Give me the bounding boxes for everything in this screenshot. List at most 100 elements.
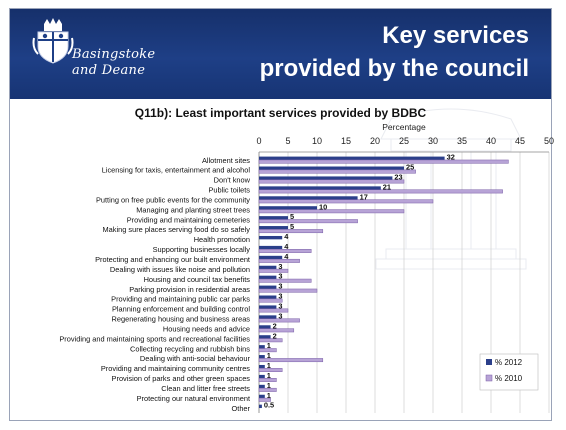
bar-2010 [258, 387, 277, 392]
chart-title: Q11b): Least important services provided… [134, 106, 427, 120]
bar-2012 [259, 265, 277, 270]
category-label: Supporting businesses locally [153, 245, 251, 254]
data-label: 1 [267, 381, 271, 390]
x-tick-label: 35 [457, 136, 467, 146]
bar-2010 [258, 258, 300, 263]
category-label: Parking provision in residential areas [129, 285, 250, 294]
legend-swatch-2012 [486, 359, 492, 365]
bar-2010 [258, 368, 283, 372]
data-label: 4 [284, 252, 289, 261]
background-watermark [375, 108, 527, 270]
x-tick-label: 25 [399, 136, 409, 146]
legend-label-2010: % 2010 [495, 374, 523, 383]
org-name-line2: and Deane [72, 63, 146, 78]
bar-2012 [259, 275, 277, 280]
category-label: Planning enforcement and building contro… [112, 305, 250, 314]
slide-title-line2: provided by the council [259, 55, 529, 82]
bar-2010 [258, 378, 277, 382]
bar-2012 [259, 206, 317, 210]
bar-2012 [259, 355, 265, 359]
data-label: 5 [290, 212, 294, 221]
data-label: 3 [278, 282, 282, 291]
bar-2010 [258, 189, 503, 194]
bar-2012 [259, 255, 283, 260]
data-label: 3 [278, 302, 282, 311]
bar-2012 [259, 394, 265, 399]
bar-2010 [258, 358, 324, 363]
bar-2012 [259, 235, 283, 240]
data-label: 1 [267, 391, 271, 400]
bar-2012 [259, 325, 271, 329]
category-label: Health promotion [194, 235, 250, 244]
data-label: 17 [360, 192, 368, 201]
data-label: 2 [273, 331, 277, 340]
data-label: 3 [278, 292, 282, 301]
category-label: Clean and litter free streets [161, 384, 250, 393]
bar-2010 [258, 209, 405, 214]
bar-2010 [258, 169, 416, 174]
category-label: Putting on free public events for the co… [96, 195, 250, 204]
slide-title-line1: Key services [382, 22, 529, 49]
category-label: Protecting and enhancing our built envir… [95, 255, 250, 264]
x-tick-label: 15 [341, 136, 351, 146]
data-label: 32 [447, 153, 455, 162]
category-label: Providing and maintaining cemeteries [127, 215, 251, 224]
x-tick-label: 0 [256, 136, 261, 146]
category-label: Housing needs and advice [163, 324, 250, 333]
bar-2012 [259, 216, 288, 220]
data-label: 1 [267, 371, 271, 380]
header-banner: Basingstoke and Deane Key services provi… [10, 9, 551, 99]
legend-label-2012: % 2012 [495, 358, 523, 367]
bar-2010 [258, 328, 295, 333]
bar-2012 [259, 345, 265, 349]
category-label: Dealing with issues like noise and pollu… [110, 265, 250, 274]
org-name-line1: Basingstoke [72, 47, 156, 62]
x-axis-title: Percentage [382, 122, 426, 132]
slide: Basingstoke and Deane Key services provi… [9, 8, 552, 421]
bar-2012 [259, 166, 404, 170]
data-label: 23 [394, 173, 402, 182]
bar-2010 [258, 278, 312, 283]
category-label: Allotment sites [202, 156, 250, 165]
data-label: 0.5 [264, 401, 274, 410]
bar-2012 [259, 245, 283, 250]
bar-2010 [258, 298, 283, 303]
data-label: 3 [278, 262, 282, 271]
data-label: 1 [267, 341, 271, 350]
bar-2010 [258, 268, 289, 273]
bar-2010 [258, 338, 283, 343]
category-label: Collecting recycling and rubbish bins [130, 344, 250, 353]
x-tick-label: 45 [515, 136, 525, 146]
bar-2012 [259, 315, 277, 319]
category-label: Licensing for taxis, entertainment and a… [102, 166, 251, 175]
bar-2012 [259, 295, 277, 299]
x-tick-label: 30 [428, 136, 438, 146]
bar-2012 [259, 186, 381, 190]
x-tick-label: 5 [285, 136, 290, 146]
data-label: 4 [284, 242, 289, 251]
x-tick-label: 50 [544, 136, 554, 146]
bar-2010 [258, 179, 405, 184]
council-crest-icon [32, 18, 74, 64]
bar-2012 [259, 364, 265, 369]
category-label: Making sure places serving food do so sa… [103, 225, 251, 234]
bar-2010 [258, 288, 318, 293]
category-label: Dealing with anti-social behaviour [140, 354, 251, 363]
bar-2010 [258, 308, 289, 313]
category-label: Providing and maintaining sports and rec… [59, 334, 250, 343]
data-label: 21 [383, 182, 391, 191]
x-tick-label: 10 [312, 136, 322, 146]
bar-2010 [258, 229, 324, 234]
category-label: Providing and maintaining community cent… [101, 364, 250, 373]
category-label: Provision of parks and other green space… [112, 374, 251, 383]
bar-2010 [258, 249, 312, 253]
data-label: 3 [278, 311, 282, 320]
data-label: 3 [278, 272, 282, 281]
bar-2010 [258, 219, 358, 224]
data-label: 5 [290, 222, 294, 231]
category-label: Housing and council tax benefits [144, 275, 251, 284]
category-label: Providing and maintaining public car par… [111, 295, 250, 304]
bar-2012 [259, 156, 445, 160]
data-label: 2 [273, 321, 277, 330]
